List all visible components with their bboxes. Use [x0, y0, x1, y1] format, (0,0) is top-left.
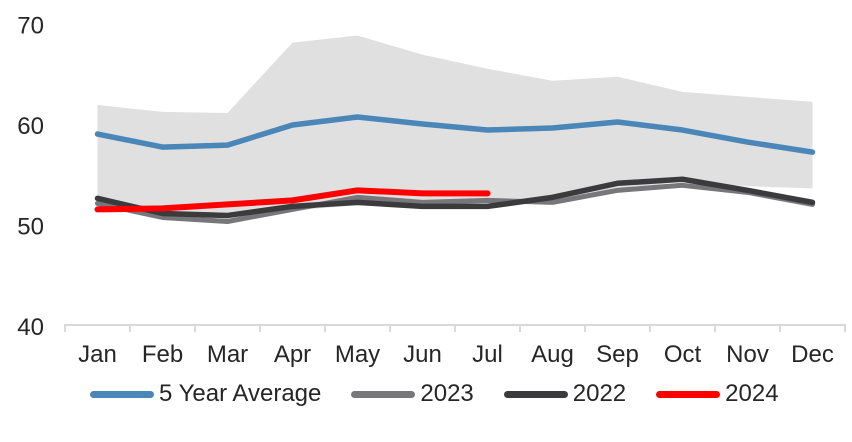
- x-axis-month-label: Nov: [726, 341, 769, 368]
- x-axis-month-label: Jul: [472, 341, 503, 368]
- y-axis-tick-label: 50: [17, 214, 44, 241]
- legend-item-2024: 2024: [656, 380, 779, 407]
- chart-legend: 5 Year Average 2023 2022 2024: [90, 382, 779, 406]
- x-axis-month-label: Oct: [664, 341, 702, 368]
- legend-swatch-2024: [656, 390, 721, 398]
- legend-item-5-year-average: 5 Year Average: [90, 382, 321, 406]
- legend-label-5-year-average: 5 Year Average: [159, 380, 322, 407]
- x-axis-month-label: Feb: [142, 341, 183, 368]
- x-axis-month-label: Aug: [531, 341, 574, 368]
- x-axis-month-label: Jan: [78, 341, 117, 368]
- legend-item-2022: 2022: [503, 380, 627, 407]
- legend-label-2024: 2024: [725, 380, 779, 407]
- x-axis-month-label: May: [335, 341, 380, 368]
- legend-label-2022: 2022: [572, 380, 627, 407]
- legend-swatch-2023: [351, 390, 416, 398]
- x-axis-month-label: Jun: [403, 341, 442, 368]
- series-line-2022: [94, 176, 816, 219]
- series-line-2023: [95, 182, 815, 224]
- legend-item-2023: 2023: [351, 380, 474, 407]
- x-axis-month-label: Sep: [596, 341, 639, 368]
- y-axis-tick-label: 40: [17, 314, 44, 341]
- legend-label-2023: 2023: [420, 380, 474, 407]
- series-line-2024: [94, 187, 491, 213]
- x-axis-month-label: Dec: [791, 341, 834, 368]
- series-line-5-year-average: [94, 114, 816, 155]
- y-axis-tick-label: 60: [17, 113, 44, 140]
- legend-swatch-5-year-average: [90, 390, 154, 398]
- legend-swatch-2022: [503, 390, 568, 398]
- x-axis-month-label: Apr: [274, 341, 311, 368]
- x-axis-month-label: Mar: [207, 341, 248, 368]
- y-axis-tick-label: 70: [17, 13, 44, 40]
